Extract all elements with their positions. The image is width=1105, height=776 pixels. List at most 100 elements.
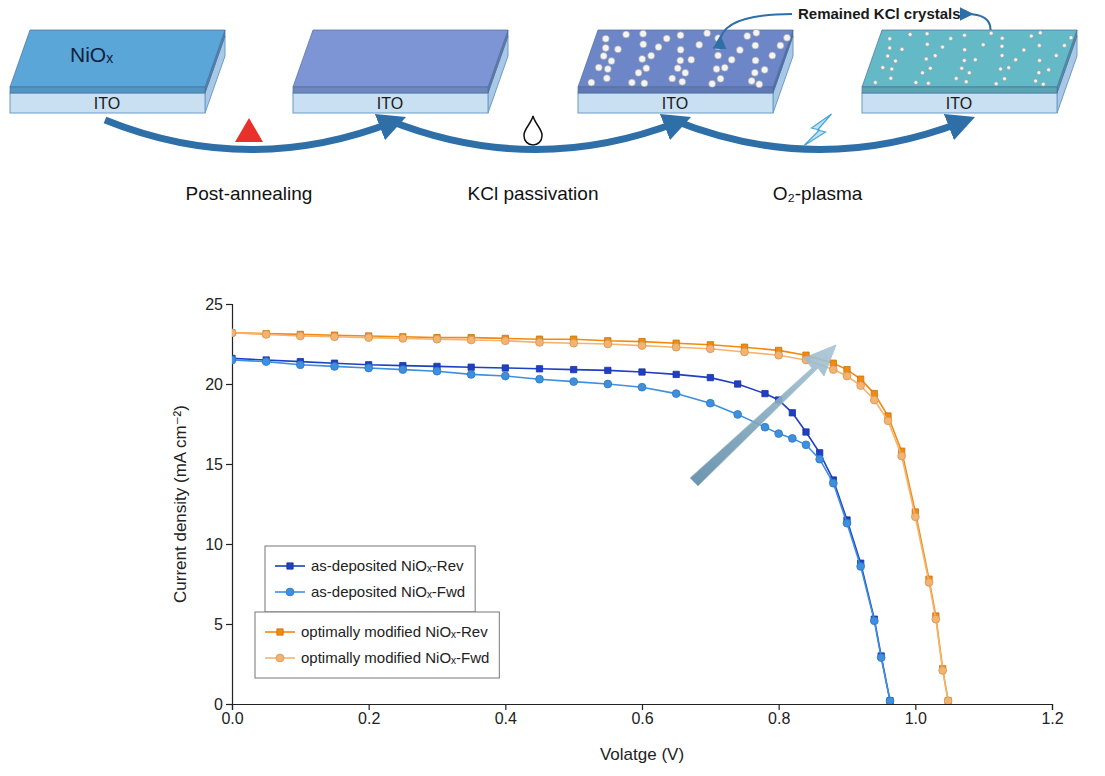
data-point <box>468 364 474 370</box>
tick-label: 1.2 <box>1041 710 1063 727</box>
ito-label: ITO <box>94 95 120 112</box>
kcl-crystal <box>677 46 684 53</box>
tick: 0.2 <box>358 704 380 727</box>
data-point <box>399 334 407 342</box>
kcl-crystal <box>1054 54 1058 58</box>
process-label: KCl passivation <box>468 183 599 204</box>
x-axis: 0.00.20.40.60.81.01.2 <box>221 704 1063 727</box>
tick: 25 <box>205 296 232 313</box>
kcl-crystal <box>888 46 892 50</box>
kcl-crystal <box>963 33 967 37</box>
ito-front <box>578 93 773 113</box>
data-point <box>296 361 304 369</box>
tick-label: 15 <box>205 456 223 473</box>
kcl-crystal <box>941 45 945 49</box>
data-point <box>857 562 865 570</box>
substrate: ITO <box>578 29 793 113</box>
tick-mark <box>226 624 232 625</box>
chart: 0.00.20.40.60.81.01.20510152025Volatge (… <box>171 296 1064 764</box>
kcl-crystal <box>600 52 607 59</box>
kcl-crystal <box>614 46 621 53</box>
kcl-crystal <box>769 52 776 59</box>
x-axis-title: Volatge (V) <box>600 745 684 764</box>
kcl-crystal <box>748 77 755 84</box>
kcl-crystal <box>889 76 893 80</box>
series-line <box>232 333 948 701</box>
tick: 0.6 <box>631 704 653 727</box>
kcl-crystal <box>893 59 897 63</box>
data-point <box>706 345 714 353</box>
data-point <box>639 369 645 375</box>
data-point <box>570 339 578 347</box>
tick-label: 0 <box>214 696 223 713</box>
series-line <box>232 360 890 701</box>
kcl-crystal <box>1000 36 1004 40</box>
kcl-crystal <box>888 37 892 41</box>
data-point <box>365 364 373 372</box>
kcl-crystal <box>696 41 703 48</box>
data-point <box>886 697 894 704</box>
kcl-crystal <box>756 81 763 88</box>
kcl-crystal <box>1029 34 1033 38</box>
kcl-crystal <box>713 66 720 73</box>
data-point <box>802 441 810 449</box>
data-point <box>945 698 951 704</box>
legend-marker <box>276 654 284 662</box>
data-point <box>604 380 612 388</box>
legend-marker <box>287 563 293 569</box>
kcl-crystal <box>752 57 759 64</box>
data-point <box>433 335 441 343</box>
data-point <box>296 332 304 340</box>
kcl-crystal <box>682 69 689 76</box>
legend: as-deposited NiOₓ-Revas-deposited NiOₓ-F… <box>255 546 499 678</box>
tick-label: 0.0 <box>221 710 243 727</box>
tick-mark <box>1052 704 1053 710</box>
data-point <box>331 333 339 341</box>
tick: 5 <box>214 616 232 633</box>
tick-mark <box>226 464 232 465</box>
data-point <box>870 396 878 404</box>
kcl-crystal <box>736 47 743 54</box>
data-point <box>789 410 795 416</box>
kcl-crystal <box>908 32 912 36</box>
data-point <box>843 519 851 527</box>
kcl-crystal <box>641 80 648 87</box>
figure: ITONiOₓITOITOITORemained KCl crystalsPos… <box>0 0 1105 776</box>
data-point <box>735 381 741 387</box>
substrate: ITO <box>293 30 508 113</box>
layer-front <box>578 87 773 93</box>
kcl-crystal <box>604 66 611 73</box>
legend-marker <box>277 629 283 635</box>
ito-label: ITO <box>662 95 688 112</box>
data-point <box>605 367 611 373</box>
kcl-crystal <box>920 71 924 75</box>
kcl-crystal <box>1034 79 1038 83</box>
ito-label: ITO <box>377 95 403 112</box>
ito-front <box>862 93 1057 113</box>
data-point <box>262 330 270 338</box>
kcl-crystal <box>890 67 894 71</box>
annotation-arrow <box>967 14 991 30</box>
tick-mark <box>642 704 643 710</box>
layer-front <box>293 87 488 93</box>
kcl-crystal <box>602 44 609 51</box>
tick: 10 <box>205 536 232 553</box>
kcl-crystal <box>704 30 711 37</box>
process-label: O₂-plasma <box>773 183 863 204</box>
layer-top <box>578 30 793 87</box>
tick-label: 25 <box>205 296 223 313</box>
kcl-crystal <box>914 81 918 85</box>
kcl-crystal <box>709 80 716 87</box>
data-point <box>262 358 270 366</box>
kcl-crystal <box>635 69 642 76</box>
kcl-crystal <box>783 34 790 41</box>
kcl-crystal <box>873 81 877 85</box>
data-point <box>467 370 475 378</box>
data-point <box>877 654 885 662</box>
data-point <box>638 383 646 391</box>
kcl-crystal <box>717 75 724 82</box>
axis-line <box>233 705 1053 711</box>
legend-label: as-deposited NiOₓ-Rev <box>311 557 464 574</box>
kcl-crystal <box>964 80 968 84</box>
legend-label: optimally modified NiOₓ-Rev <box>301 623 488 640</box>
